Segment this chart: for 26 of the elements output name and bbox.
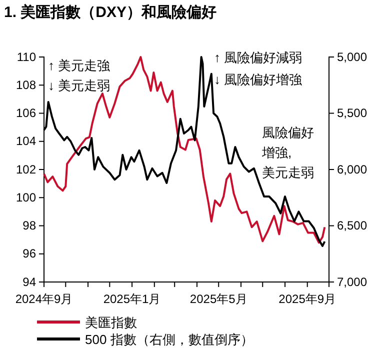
chart-title: 1. 美匯指數（DXY）和風險偏好	[4, 3, 217, 21]
y-tick-label: 98	[22, 218, 36, 233]
annotation: ↓ 風險偏好增強	[214, 72, 302, 87]
y2-tick-label: 5,000	[337, 50, 368, 64]
legend-label: 美匯指數	[85, 315, 137, 330]
y-tick-label: 108	[16, 78, 36, 92]
y2-tick-label: 5,500	[337, 106, 368, 120]
annotation: ↓ 美元走弱	[48, 78, 110, 93]
y-tick-label: 100	[16, 190, 36, 204]
y-tick-label: 104	[16, 134, 36, 148]
y-tick-label: 94	[22, 274, 36, 289]
annotation: ↑ 風險偏好減弱	[214, 50, 302, 65]
y-tick-label: 106	[16, 106, 36, 120]
y2-tick-label: 6,000	[337, 162, 368, 176]
annotation: ↑ 美元走強	[48, 58, 110, 73]
annotation: 風險偏好增強, 美元走弱	[261, 125, 314, 180]
y-tick-label: 102	[16, 162, 36, 176]
y2-tick-label: 7,000	[337, 274, 368, 289]
x-tick-label: 2025年9月	[278, 292, 336, 306]
y-tick-label: 110	[16, 50, 36, 64]
legend-label: 500 指數（右側，數值倒序）	[85, 332, 254, 347]
x-tick-label: 2025年5月	[190, 292, 248, 306]
y-tick-label: 96	[22, 246, 36, 261]
x-tick-label: 2025年1月	[103, 292, 161, 306]
y2-tick-label: 6,500	[337, 218, 368, 233]
x-tick-label: 2024年9月	[15, 292, 73, 306]
